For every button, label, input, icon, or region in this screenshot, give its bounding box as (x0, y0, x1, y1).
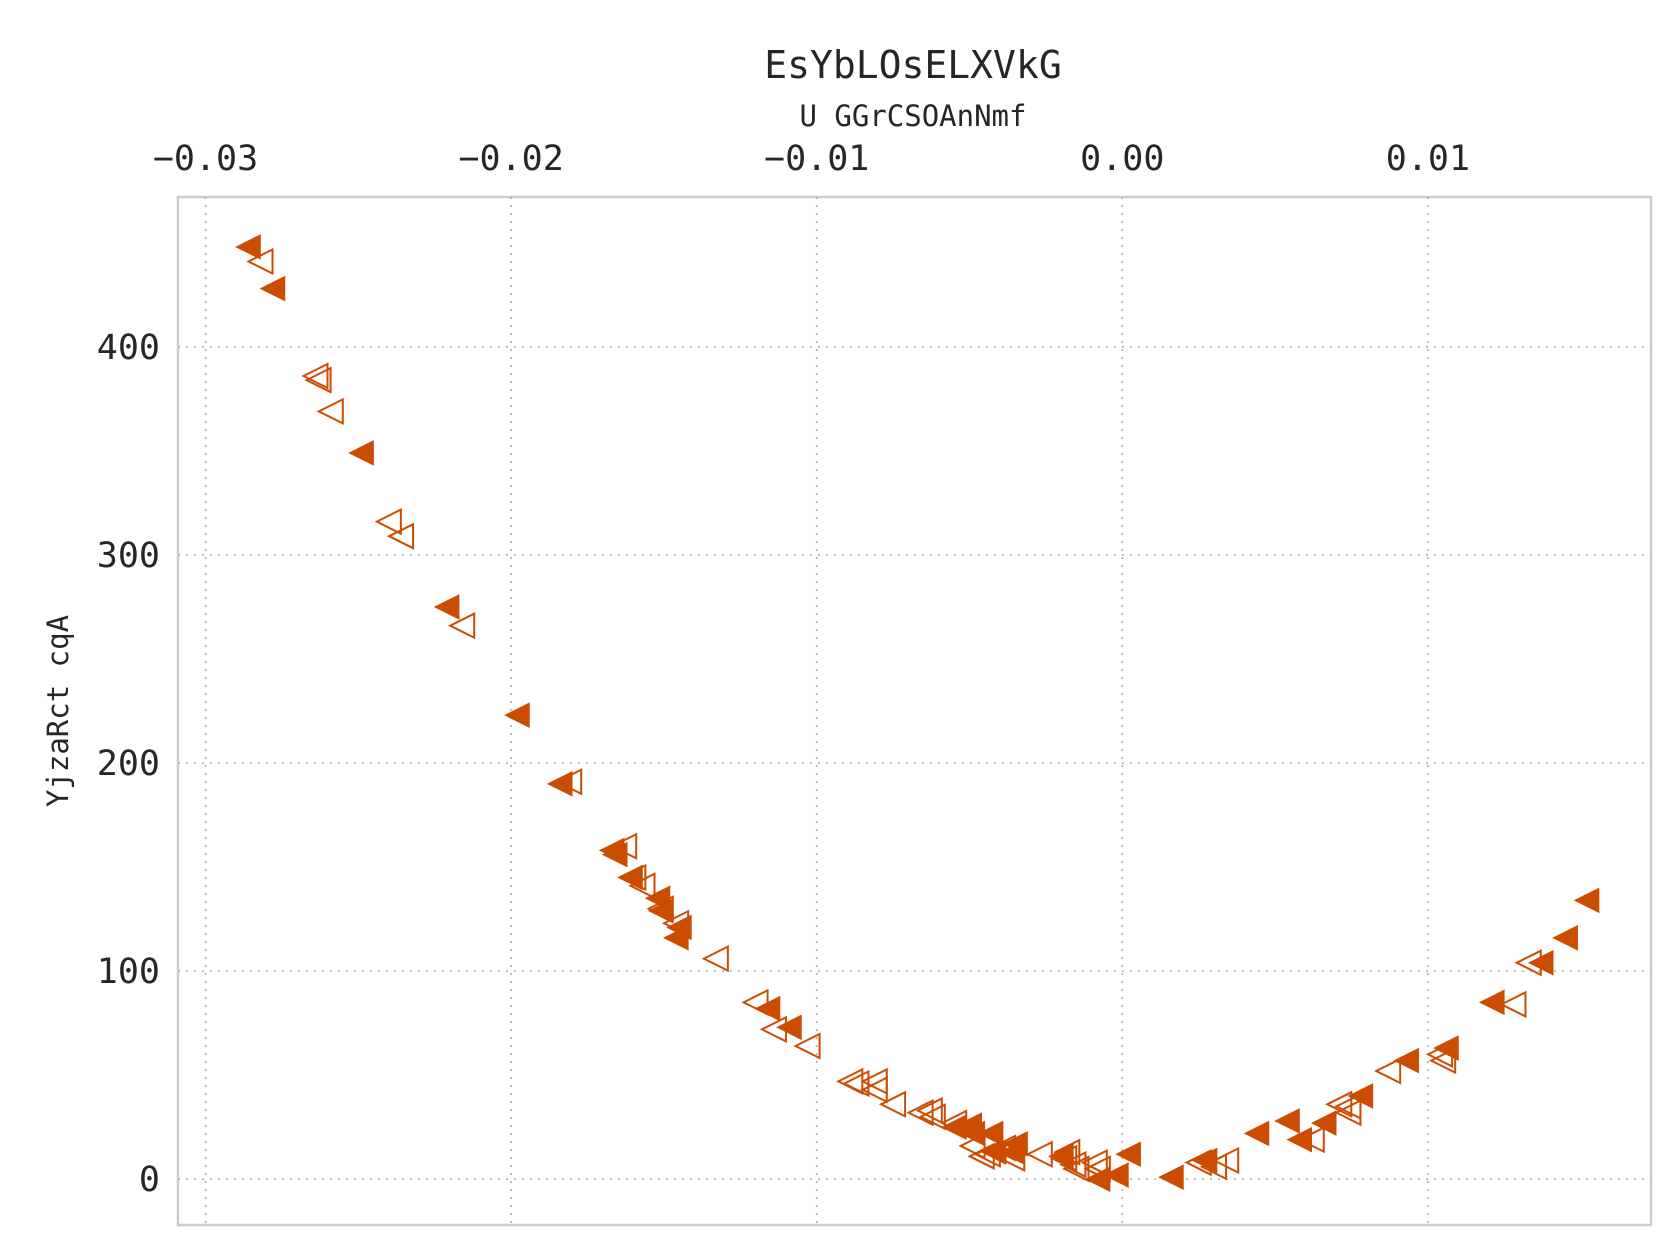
data-points (235, 234, 1600, 1193)
filled-triangle-point-24 (1103, 1162, 1129, 1188)
hollow-triangle-point-7 (554, 768, 583, 796)
hollow-triangle-point-25 (939, 1109, 968, 1137)
x-tick-label: −0.02 (458, 139, 563, 179)
chart-subtitle: U GGrCSOAnNmf (800, 99, 1027, 133)
hollow-triangle-point-44 (1334, 1099, 1362, 1127)
hollow-triangle-point-11 (646, 895, 674, 923)
filled-triangle-point-33 (1393, 1047, 1420, 1074)
hollow-triangle-point-29 (988, 1134, 1017, 1162)
hollow-triangle-point-36 (1083, 1155, 1111, 1183)
hollow-triangle-point-20 (860, 1076, 888, 1104)
hollow-triangle-point-32 (1053, 1138, 1081, 1166)
hollow-triangle-point-46 (1425, 1040, 1454, 1068)
y-axis-ticks: 0 100 200 300 400 (97, 328, 160, 1200)
hollow-triangle-point-40 (1211, 1146, 1240, 1175)
hollow-triangle-point-35 (1062, 1155, 1090, 1183)
hollow-triangle-point-47 (1428, 1046, 1457, 1075)
filled-triangle-point-0 (235, 234, 261, 260)
hollow-triangle-point-24 (918, 1103, 946, 1131)
hollow-triangle-point-10 (628, 872, 656, 900)
hollow-triangle-point-1 (301, 362, 329, 390)
hollow-triangle-point-33 (1050, 1144, 1078, 1173)
filled-triangle-point-26 (1158, 1164, 1184, 1190)
x-tick-label: −0.01 (764, 139, 869, 179)
filled-triangle-point-14 (776, 1014, 802, 1041)
x-tick-label: 0.00 (1080, 139, 1164, 179)
filled-triangle-point-4 (504, 702, 530, 728)
x-axis-ticks: −0.03 −0.02 −0.01 0.00 0.01 (153, 139, 1470, 179)
hollow-triangle-point-14 (741, 988, 769, 1016)
hollow-triangle-point-2 (304, 366, 332, 394)
hollow-triangle-point-30 (998, 1144, 1026, 1173)
hollow-triangle-point-12 (661, 909, 690, 937)
chart-title: EsYbLOsELXVkG (764, 43, 1061, 87)
filled-triangle-point-25 (1115, 1141, 1141, 1168)
filled-triangle-point-1 (259, 275, 286, 302)
filled-triangle-point-37 (1552, 925, 1578, 951)
x-tick-label: 0.01 (1386, 139, 1470, 179)
y-tick-label: 300 (97, 536, 160, 576)
hollow-triangle-point-5 (386, 522, 415, 550)
filled-triangle-point-38 (1573, 887, 1600, 914)
y-tick-label: 200 (97, 744, 160, 784)
hollow-triangle-point-31 (1025, 1140, 1053, 1168)
hollow-triangle-point-49 (1514, 949, 1542, 977)
hollow-triangle-point-45 (1373, 1057, 1402, 1085)
hollow-triangle-point-15 (759, 1015, 787, 1044)
hollow-triangle-point-48 (1499, 990, 1527, 1019)
plot-area (176, 195, 1653, 1227)
hollow-triangle-point-22 (906, 1099, 934, 1127)
filled-triangle-point-28 (1243, 1120, 1270, 1147)
filled-triangle-point-3 (433, 594, 460, 620)
hollow-triangle-point-23 (915, 1096, 943, 1125)
hollow-triangle-point-0 (246, 247, 274, 276)
y-tick-label: 400 (97, 328, 160, 368)
hollow-triangle-point-16 (793, 1032, 821, 1060)
y-axis-label: YjzaRct cqA (41, 615, 75, 807)
filled-triangle-point-2 (348, 440, 374, 466)
hollow-triangle-point-3 (316, 397, 344, 425)
hollow-triangle-point-4 (374, 508, 402, 536)
hollow-triangle-point-37 (1080, 1148, 1108, 1177)
hollow-triangle-point-41 (1297, 1126, 1325, 1154)
hollow-triangle-point-6 (447, 612, 476, 640)
hollow-triangle-point-28 (973, 1140, 1001, 1168)
hollow-triangle-point-21 (878, 1090, 907, 1118)
hollow-triangle-point-8 (609, 832, 638, 860)
hollow-triangle-point-26 (958, 1132, 986, 1160)
x-tick-label: −0.03 (153, 139, 258, 179)
filled-triangle-point-29 (1274, 1108, 1300, 1134)
hollow-triangle-point-13 (701, 945, 729, 973)
y-tick-label: 100 (97, 952, 160, 992)
y-tick-label: 0 (139, 1160, 160, 1200)
filled-triangle-point-18 (977, 1120, 1004, 1147)
